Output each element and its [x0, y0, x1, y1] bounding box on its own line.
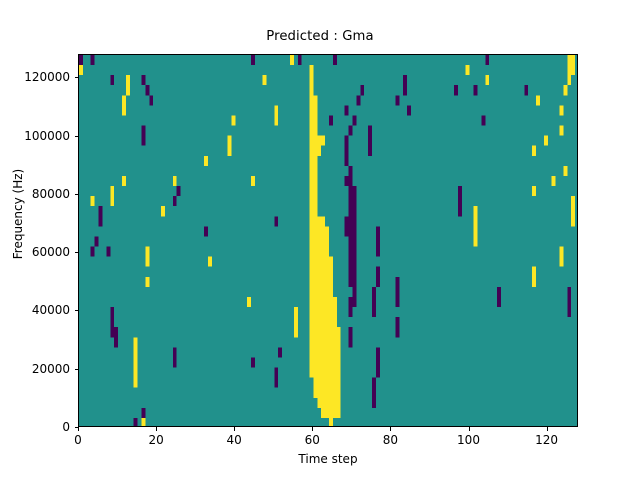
heatmap-axes — [78, 54, 578, 427]
heatmap-image — [79, 55, 577, 426]
ytick-label-120000: 120000 — [24, 70, 70, 85]
ytick-mark-40000 — [74, 310, 78, 312]
ytick-mark-20000 — [74, 368, 78, 370]
ytick-label-0: 0 — [62, 420, 70, 434]
xtick-mark-60 — [312, 427, 314, 431]
xtick-label-20: 20 — [148, 433, 164, 447]
ytick-label-80000: 80000 — [31, 186, 70, 201]
xtick-mark-40 — [234, 427, 236, 431]
ytick-mark-0 — [74, 427, 78, 429]
xtick-mark-20 — [156, 427, 158, 431]
ytick-label-40000: 40000 — [31, 303, 70, 318]
ytick-mark-60000 — [74, 252, 78, 254]
xtick-label-120: 120 — [535, 433, 559, 447]
ytick-label-60000: 60000 — [31, 245, 70, 260]
xtick-label-80: 80 — [382, 433, 399, 447]
y-axis-label: Frequency (Hz) — [11, 168, 25, 260]
x-axis-label: Time step — [298, 452, 358, 466]
ytick-label-20000: 20000 — [31, 361, 70, 376]
xtick-label-40: 40 — [226, 433, 242, 447]
xtick-label-60: 60 — [304, 433, 320, 447]
xtick-mark-120 — [546, 427, 548, 431]
xtick-label-0: 0 — [74, 433, 82, 447]
ytick-mark-120000 — [74, 77, 78, 79]
xtick-label-100: 100 — [457, 433, 480, 447]
ytick-mark-80000 — [74, 193, 78, 195]
xtick-mark-100 — [468, 427, 470, 431]
ytick-label-100000: 100000 — [24, 128, 70, 143]
xtick-mark-80 — [390, 427, 392, 431]
xtick-mark-0 — [78, 427, 80, 431]
page-title: Predicted : Gma — [266, 29, 374, 44]
ytick-mark-100000 — [74, 135, 78, 137]
